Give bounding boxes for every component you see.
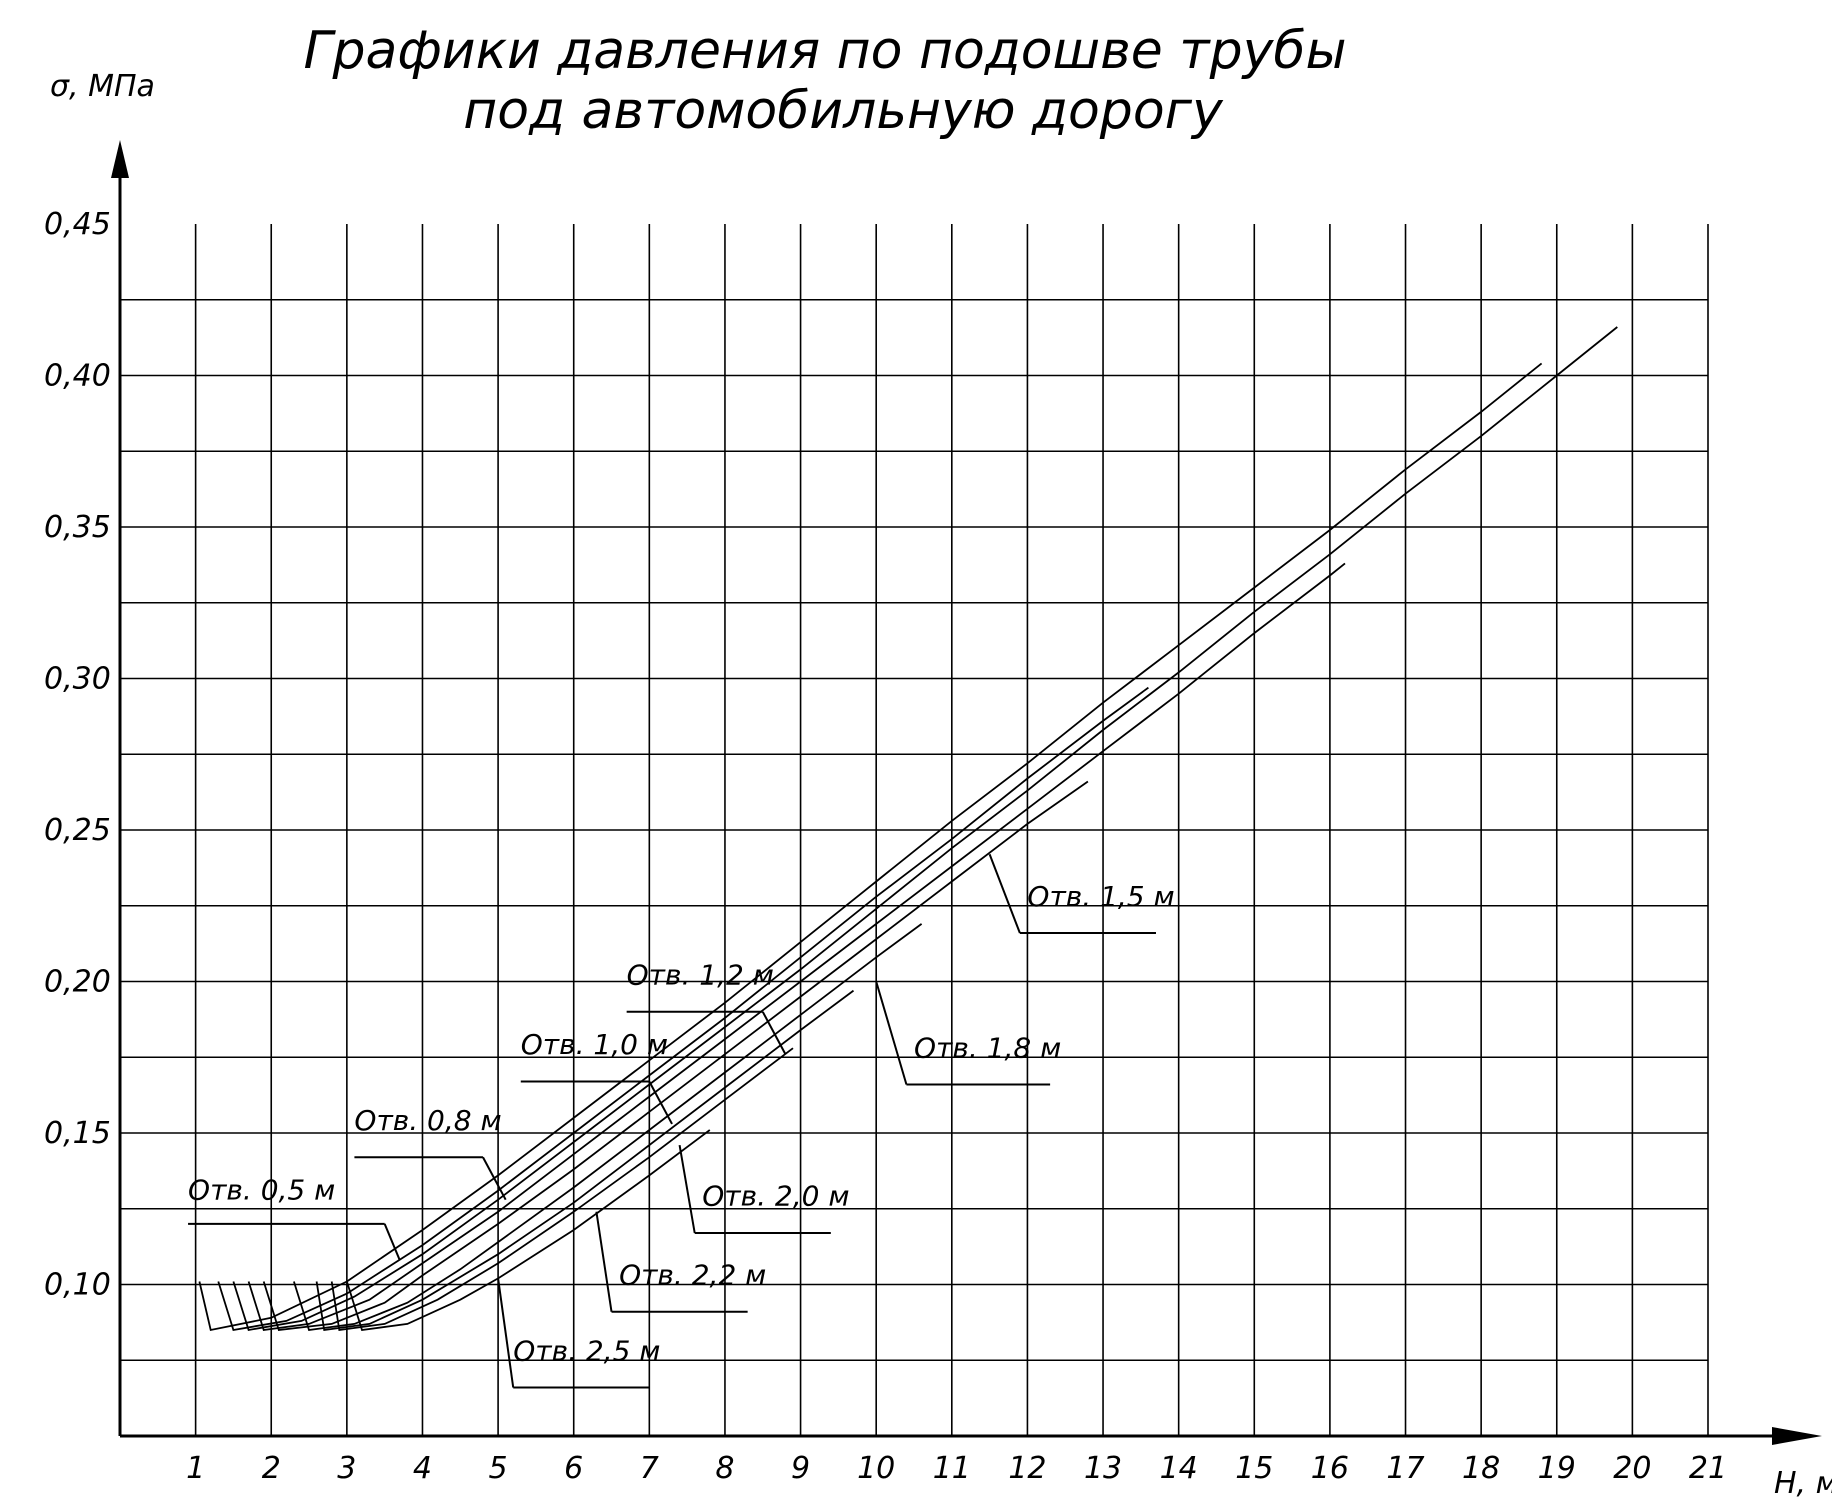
x-tick-label: 3 bbox=[337, 1451, 356, 1486]
x-tick-label: 6 bbox=[564, 1451, 583, 1486]
grid bbox=[120, 224, 1709, 1436]
x-tick-label: 18 bbox=[1462, 1451, 1500, 1486]
series-line bbox=[262, 780, 1089, 1331]
y-tick-label: 0,15 bbox=[44, 1116, 111, 1151]
x-tick-label: 7 bbox=[640, 1451, 659, 1486]
y-tick-label: 0,10 bbox=[44, 1268, 111, 1303]
callout: Отв. 2,5 м bbox=[497, 1278, 660, 1389]
callout-label: Отв. 0,5 м bbox=[188, 1174, 335, 1207]
callout: Отв. 1,0 м bbox=[520, 1028, 673, 1125]
y-tick-label: 0,30 bbox=[44, 662, 111, 697]
axes bbox=[111, 140, 1822, 1445]
chart-title-line-1: Графики давления по подошве трубы bbox=[304, 21, 1347, 81]
callout-pointer bbox=[648, 1081, 673, 1125]
series-line bbox=[247, 562, 1346, 1331]
callout-label: Отв. 2,2 м bbox=[619, 1259, 766, 1292]
x-tick-label: 10 bbox=[857, 1451, 895, 1486]
x-tick-label: 20 bbox=[1613, 1451, 1651, 1486]
y-tick-label: 0,35 bbox=[44, 510, 111, 545]
callout: Отв. 1,2 м bbox=[626, 959, 787, 1055]
callout: Отв. 1,5 м bbox=[988, 853, 1175, 935]
callout-pointer bbox=[497, 1278, 515, 1388]
callout-label: Отв. 1,8 м bbox=[914, 1031, 1061, 1064]
x-tick-label: 11 bbox=[933, 1451, 971, 1486]
y-axis-label: σ, МПа bbox=[50, 69, 155, 104]
callout: Отв. 1,8 м bbox=[875, 981, 1061, 1086]
x-tick-label: 21 bbox=[1689, 1451, 1727, 1486]
series-line bbox=[232, 326, 1618, 1332]
y-tick-label: 0,25 bbox=[44, 813, 111, 848]
x-tick-label: 4 bbox=[413, 1451, 432, 1486]
x-tick-label: 2 bbox=[262, 1451, 281, 1486]
callout-pointer bbox=[761, 1011, 787, 1055]
x-tick-label: 14 bbox=[1160, 1451, 1198, 1486]
callout-pointer bbox=[482, 1156, 507, 1201]
callout-pointer bbox=[988, 853, 1021, 934]
x-tick-label: 19 bbox=[1538, 1451, 1576, 1486]
series-line bbox=[198, 362, 1543, 1332]
callout-pointer bbox=[875, 981, 908, 1085]
series-line bbox=[293, 923, 923, 1331]
callout-label: Отв. 1,2 м bbox=[627, 959, 774, 992]
y-tick-label: 0,45 bbox=[44, 207, 111, 242]
callout: Отв. 0,8 м bbox=[354, 1104, 507, 1201]
series-line bbox=[315, 989, 855, 1332]
callout-label: Отв. 1,0 м bbox=[521, 1028, 668, 1061]
callout-label: Отв. 1,5 м bbox=[1027, 880, 1174, 913]
x-axis-arrow bbox=[1772, 1427, 1822, 1445]
callout-pointer bbox=[595, 1211, 613, 1312]
callout: Отв. 2,0 м bbox=[678, 1144, 849, 1234]
series-line bbox=[346, 1129, 711, 1331]
x-tick-labels: 1 2 3 4 5 6 7 8 9 10 11 12 13 14 15 16 17 18 19 20 21 bbox=[186, 1451, 1727, 1486]
x-axis-label: H, м bbox=[1774, 1466, 1832, 1501]
y-tick-label: 0,20 bbox=[44, 965, 111, 1000]
callout-pointer bbox=[383, 1223, 401, 1261]
series-callouts: Отв. 0,5 м Отв. 0,8 м Отв. 1,0 м Отв. 1,2 м… bbox=[188, 853, 1175, 1389]
x-tick-label: 17 bbox=[1386, 1451, 1424, 1486]
chart-title-line-2: под автомобильную дорогу bbox=[463, 81, 1224, 141]
y-tick-label: 0,40 bbox=[44, 359, 111, 394]
x-tick-label: 5 bbox=[489, 1451, 508, 1486]
x-tick-label: 12 bbox=[1008, 1451, 1046, 1486]
callout: Отв. 2,2 м bbox=[595, 1211, 766, 1313]
x-tick-label: 16 bbox=[1311, 1451, 1349, 1486]
series-line bbox=[330, 1047, 794, 1332]
callout: Отв. 0,5 м bbox=[188, 1174, 401, 1261]
x-tick-label: 15 bbox=[1235, 1451, 1273, 1486]
series-curves bbox=[198, 326, 1618, 1332]
y-tick-labels: 0,10 0,15 0,20 0,25 0,30 0,35 0,40 0,45 bbox=[44, 207, 111, 1303]
callout-label: Отв. 2,5 м bbox=[513, 1334, 660, 1367]
series-line bbox=[217, 686, 1149, 1332]
callout-label: Отв. 0,8 м bbox=[354, 1104, 501, 1137]
callout-label: Отв. 2,0 м bbox=[702, 1180, 849, 1213]
x-tick-label: 8 bbox=[715, 1451, 734, 1486]
x-tick-label: 13 bbox=[1084, 1451, 1122, 1486]
y-axis-arrow bbox=[111, 140, 129, 178]
x-tick-label: 1 bbox=[186, 1451, 205, 1486]
callout-pointer bbox=[678, 1144, 696, 1234]
x-tick-label: 9 bbox=[791, 1451, 810, 1486]
